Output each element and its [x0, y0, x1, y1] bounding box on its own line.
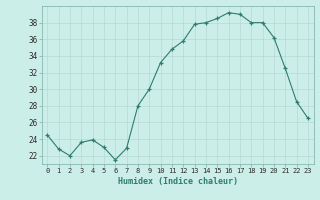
X-axis label: Humidex (Indice chaleur): Humidex (Indice chaleur) — [118, 177, 237, 186]
